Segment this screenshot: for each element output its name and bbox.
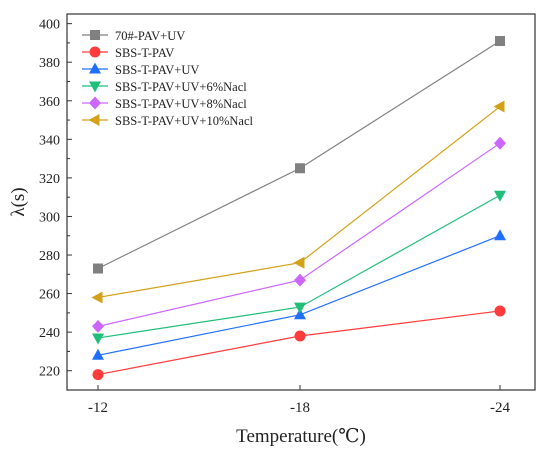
legend-marker	[88, 114, 100, 126]
data-point	[92, 348, 104, 360]
legend-item: SBS-T-PAV	[82, 46, 174, 60]
y-axis: 220 240 260 280 300 320 340 360 380 400	[39, 18, 72, 380]
legend-label: SBS-T-PAV+UV	[115, 63, 199, 77]
y-tick-label: 220	[39, 365, 60, 380]
legend-marker	[89, 46, 101, 58]
data-point	[91, 291, 103, 304]
series-lines	[91, 35, 506, 381]
legend-item: 70#-PAV+UV	[82, 29, 185, 43]
data-point	[92, 319, 104, 333]
series-6	[91, 100, 505, 304]
legend-label: SBS-T-PAV+UV+8%Nacl	[115, 97, 247, 111]
data-point	[92, 369, 104, 381]
data-point	[495, 35, 505, 46]
data-point	[293, 256, 305, 269]
legend-item: SBS-T-PAV+UV	[82, 62, 199, 77]
y-tick-label: 360	[39, 95, 60, 110]
data-point	[93, 263, 103, 274]
data-point	[493, 100, 505, 113]
series-3	[92, 229, 506, 360]
legend-label: SBS-T-PAV	[115, 46, 174, 60]
plot-frame	[66, 13, 536, 391]
data-point	[494, 305, 506, 317]
y-tick-label: 320	[39, 172, 60, 187]
legend: 70#-PAV+UV SBS-T-PAV SBS-T-PAV+UV SBS-T-PAV…	[82, 29, 253, 128]
x-tick-label: -24	[490, 400, 510, 416]
x-tick-label: -12	[88, 400, 108, 416]
series-line	[97, 106, 501, 299]
data-point	[92, 333, 104, 345]
x-axis-label: Temperature(℃)	[236, 426, 366, 447]
y-tick-label: 280	[39, 249, 60, 264]
y-tick-label: 300	[39, 210, 60, 225]
legend-label: SBS-T-PAV+UV+6%Nacl	[115, 80, 247, 94]
series-1	[93, 35, 505, 274]
legend-marker	[89, 62, 101, 74]
legend-marker	[89, 96, 101, 110]
legend-marker	[89, 81, 101, 93]
x-axis: -12 -18 -24	[88, 385, 510, 416]
y-tick-label: 260	[39, 288, 60, 303]
legend-item: SBS-T-PAV+UV+8%Nacl	[82, 96, 247, 111]
y-tick-label: 240	[39, 326, 60, 341]
y-tick-label: 400	[39, 18, 60, 33]
data-point	[294, 302, 306, 314]
data-point	[294, 330, 306, 342]
data-point	[494, 190, 506, 202]
data-point	[295, 163, 305, 174]
legend-item: SBS-T-PAV+UV+10%Nacl	[82, 114, 253, 128]
legend-label: SBS-T-PAV+UV+10%Nacl	[115, 114, 253, 128]
legend-label: 70#-PAV+UV	[115, 29, 185, 43]
data-point	[294, 273, 306, 287]
x-tick-label: -18	[290, 400, 310, 416]
y-axis-label: λ(s)	[8, 187, 29, 216]
data-point	[494, 229, 506, 241]
legend-marker	[90, 30, 100, 40]
series-4	[92, 190, 506, 345]
y-tick-label: 380	[39, 56, 60, 71]
data-point	[494, 136, 506, 150]
data-point	[294, 308, 306, 320]
series-2	[92, 305, 506, 381]
y-tick-label: 340	[39, 133, 60, 148]
legend-item: SBS-T-PAV+UV+6%Nacl	[82, 80, 247, 94]
series-5	[92, 136, 506, 333]
